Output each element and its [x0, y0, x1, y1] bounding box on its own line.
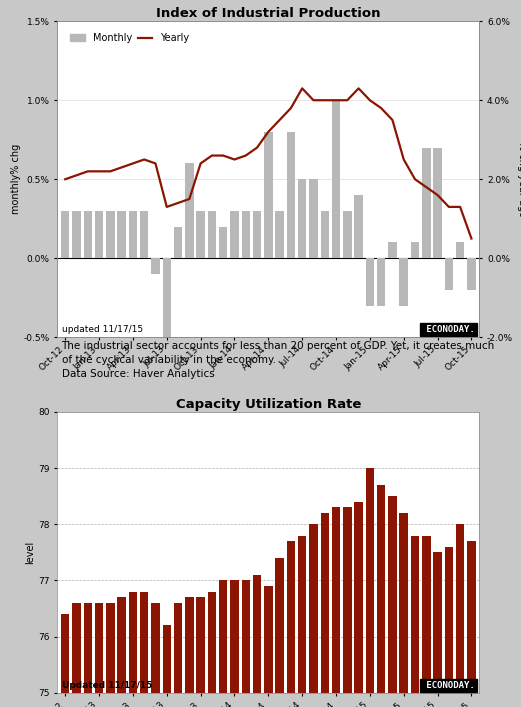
Bar — [242, 580, 250, 693]
Bar — [129, 211, 137, 258]
Bar — [163, 258, 171, 369]
Bar — [253, 211, 261, 258]
Text: Updated 11/17/15: Updated 11/17/15 — [61, 681, 152, 690]
Bar — [129, 592, 137, 693]
Bar — [343, 508, 352, 693]
Bar — [242, 211, 250, 258]
Bar — [354, 502, 363, 693]
Bar — [309, 180, 318, 258]
Title: Capacity Utilization Rate: Capacity Utilization Rate — [176, 398, 361, 411]
Bar — [264, 132, 272, 258]
Bar — [320, 513, 329, 693]
Bar — [298, 535, 306, 693]
Bar — [422, 535, 430, 693]
Bar — [230, 211, 239, 258]
Bar — [264, 586, 272, 693]
Bar — [366, 468, 374, 693]
Y-axis label: level: level — [26, 541, 35, 564]
Bar — [332, 508, 340, 693]
Bar — [411, 243, 419, 258]
Bar — [388, 496, 396, 693]
Bar — [208, 211, 216, 258]
Bar — [366, 258, 374, 305]
Bar — [106, 603, 115, 693]
Bar — [354, 195, 363, 258]
Bar — [377, 258, 386, 305]
Bar — [276, 558, 284, 693]
Bar — [174, 227, 182, 258]
Bar — [83, 211, 92, 258]
Bar — [456, 525, 464, 693]
Bar — [287, 541, 295, 693]
Bar — [377, 485, 386, 693]
Bar — [230, 580, 239, 693]
Bar — [106, 211, 115, 258]
Bar — [253, 575, 261, 693]
Bar — [95, 211, 103, 258]
Bar — [287, 132, 295, 258]
Text: ECONODAY.: ECONODAY. — [421, 681, 475, 690]
Bar — [433, 552, 442, 693]
Bar — [151, 258, 160, 274]
Y-axis label: % chg year ago: % chg year ago — [517, 141, 521, 217]
Bar — [400, 513, 408, 693]
Bar — [117, 211, 126, 258]
Bar — [83, 603, 92, 693]
Bar — [163, 626, 171, 693]
Bar — [196, 597, 205, 693]
Bar — [185, 163, 194, 258]
Bar — [72, 211, 81, 258]
Bar — [388, 243, 396, 258]
Legend: Monthly, Yearly: Monthly, Yearly — [66, 29, 193, 47]
Bar — [320, 211, 329, 258]
Bar — [72, 603, 81, 693]
Bar — [219, 227, 227, 258]
Bar — [444, 258, 453, 290]
Bar — [174, 603, 182, 693]
Bar — [444, 547, 453, 693]
Bar — [467, 541, 476, 693]
Text: updated 11/17/15: updated 11/17/15 — [61, 325, 143, 334]
Bar — [95, 603, 103, 693]
Bar — [400, 258, 408, 305]
Bar — [332, 100, 340, 258]
Bar — [433, 148, 442, 258]
Bar — [208, 592, 216, 693]
Text: ECONODAY.: ECONODAY. — [421, 325, 475, 334]
Text: The industrial sector accounts for less than 20 percent of GDP. Yet, it creates : The industrial sector accounts for less … — [61, 341, 495, 379]
Bar — [196, 211, 205, 258]
Bar — [467, 258, 476, 290]
Bar — [309, 525, 318, 693]
Bar — [61, 211, 69, 258]
Bar — [117, 597, 126, 693]
Bar — [422, 148, 430, 258]
Title: Index of Industrial Production: Index of Industrial Production — [156, 7, 380, 20]
Bar — [411, 535, 419, 693]
Bar — [140, 592, 148, 693]
Y-axis label: monthly% chg: monthly% chg — [10, 144, 21, 214]
Bar — [276, 211, 284, 258]
Bar — [219, 580, 227, 693]
Bar — [151, 603, 160, 693]
Bar — [298, 180, 306, 258]
Bar — [185, 597, 194, 693]
Bar — [343, 211, 352, 258]
Bar — [61, 614, 69, 693]
Bar — [456, 243, 464, 258]
Bar — [140, 211, 148, 258]
